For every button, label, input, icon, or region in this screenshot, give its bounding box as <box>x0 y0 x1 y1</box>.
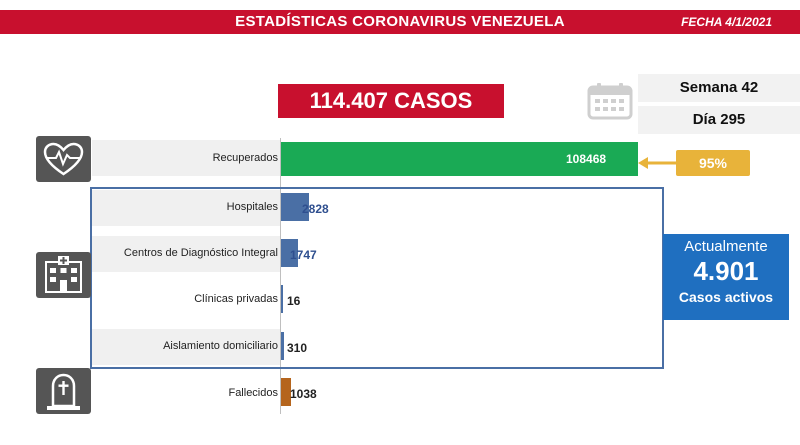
category-label-cdi: Centros de Diagnóstico Integral <box>123 247 278 259</box>
active-cases-value: 4.901 <box>693 256 759 286</box>
date-label: FECHA 4/1/2021 <box>681 15 772 29</box>
total-cases-badge: 114.407 CASOS <box>278 84 504 118</box>
category-label-clinicas: Clínicas privadas <box>194 293 278 305</box>
active-cases-box: Actualmente 4.901 Casos activos <box>663 234 789 320</box>
week-label: Semana 42 <box>638 74 800 102</box>
bar-fallecidos <box>281 378 291 406</box>
tombstone-icon <box>36 368 91 414</box>
category-label-hospitales: Hospitales <box>226 201 278 213</box>
bar-hospitales <box>281 193 309 221</box>
bar-recuperados <box>281 142 638 176</box>
row-bg-hospitales <box>92 190 280 226</box>
value-label-aislamiento: 310 <box>287 341 308 355</box>
value-label-fallecidos: 1038 <box>290 387 317 401</box>
row-bg-fallecidos <box>92 375 280 411</box>
row-bg-recuperados <box>92 140 280 176</box>
bar-cdi <box>281 239 298 267</box>
category-label-fallecidos: Fallecidos <box>228 387 278 399</box>
hospital-icon <box>36 252 91 298</box>
value-label-hospitales: 2828 <box>302 202 329 216</box>
recovered-percentage-badge: 95% <box>676 150 750 176</box>
bar-clinicas <box>281 285 283 313</box>
row-bg-cdi <box>92 236 280 272</box>
category-label-recuperados: Recuperados <box>212 152 278 164</box>
value-label-cdi: 1747 <box>290 248 317 262</box>
calendar-icon <box>587 83 633 120</box>
value-label-recuperados: 108468 <box>566 152 607 166</box>
active-cases-heading: Actualmente <box>684 238 768 255</box>
category-label-aislamiento: Aislamiento domiciliario <box>163 340 278 352</box>
active-cases-caption: Casos activos <box>678 289 774 305</box>
bar-aislamiento <box>281 332 284 360</box>
heart-pulse-icon <box>36 136 91 182</box>
day-label: Día 295 <box>638 106 800 134</box>
chart-axis <box>280 138 281 414</box>
value-label-clinicas: 16 <box>287 294 301 308</box>
row-bg-clinicas <box>92 282 280 318</box>
page-title: ESTADÍSTICAS CORONAVIRUS VENEZUELA <box>235 13 565 30</box>
row-bg-aislamiento <box>92 329 280 365</box>
header-bar: ESTADÍSTICAS CORONAVIRUS VENEZUELA FECHA… <box>0 10 800 34</box>
arrow-left-icon <box>638 157 678 169</box>
